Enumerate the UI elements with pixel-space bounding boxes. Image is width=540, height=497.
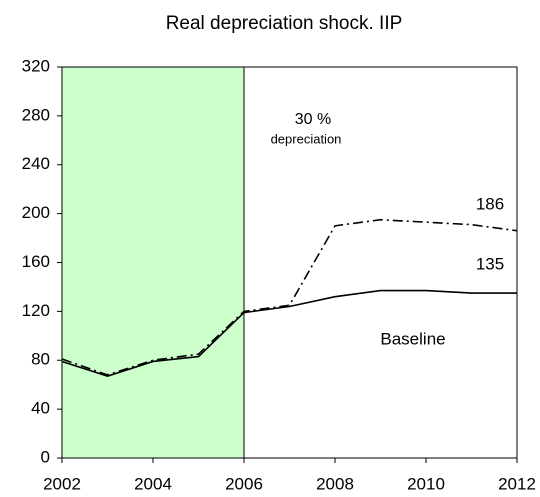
annotation: depreciation xyxy=(271,131,342,146)
x-tick-label: 2010 xyxy=(407,474,445,493)
y-tick-label: 40 xyxy=(31,399,50,418)
y-tick-label: 160 xyxy=(22,252,50,271)
series-line xyxy=(61,289,517,377)
y-tick-label: 120 xyxy=(22,301,50,320)
y-tick-label: 0 xyxy=(41,447,50,466)
series-line xyxy=(61,218,518,376)
x-tick-label: 2004 xyxy=(134,474,172,493)
chart-title: Real depreciation shock. IIP xyxy=(166,13,403,34)
annotation: 30 % xyxy=(295,111,331,128)
y-tick-label: 200 xyxy=(22,203,50,222)
y-tick-label: 320 xyxy=(22,56,50,75)
y-tick-label: 240 xyxy=(22,154,50,173)
annotation: Baseline xyxy=(380,329,445,348)
y-tick-label: 80 xyxy=(31,350,50,369)
x-tick-label: 2012 xyxy=(498,474,536,493)
annotation: 186 xyxy=(476,194,504,213)
y-tick-label: 280 xyxy=(22,105,50,124)
x-tick-label: 2002 xyxy=(43,474,81,493)
x-tick-label: 2008 xyxy=(316,474,354,493)
x-tick-label: 2006 xyxy=(225,474,263,493)
shaded-region xyxy=(62,67,244,458)
annotation: 135 xyxy=(476,254,504,273)
